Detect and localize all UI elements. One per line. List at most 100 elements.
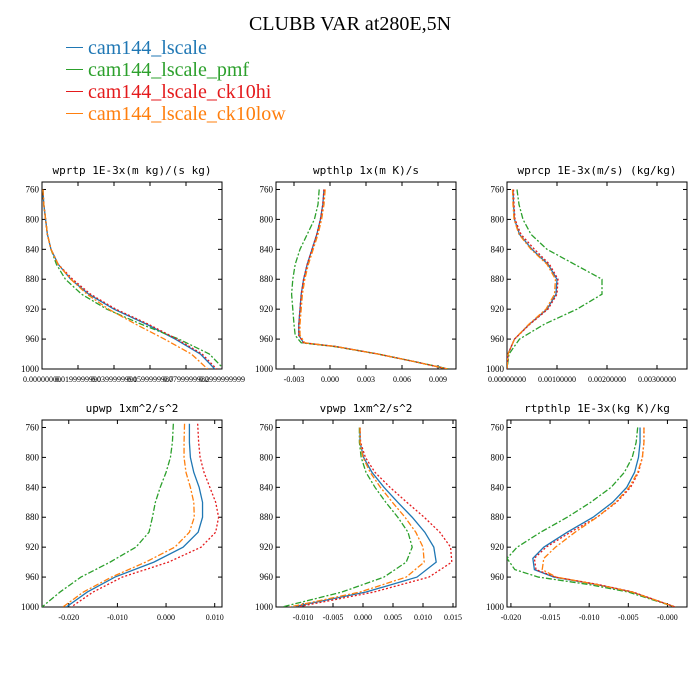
x-tick-label: -0.005: [323, 613, 344, 622]
y-tick-label: 880: [260, 274, 274, 284]
y-tick-label: 920: [260, 542, 274, 552]
x-tick-label: -0.010: [107, 613, 128, 622]
y-tick-label: 1000: [255, 364, 274, 374]
panel-title: rtpthlp 1E-3x(kg K)/kg: [524, 402, 670, 415]
legend-swatch: [66, 68, 83, 70]
y-tick-label: 960: [491, 334, 505, 344]
y-tick-label: 840: [491, 482, 505, 492]
x-tick-label: -0.015: [540, 613, 561, 622]
x-tick-label: -0.005: [618, 613, 639, 622]
y-tick-label: 920: [491, 304, 505, 314]
legend-swatch: [66, 112, 83, 114]
legend-swatch: [66, 46, 83, 48]
series-line: [507, 189, 559, 369]
x-tick-label: 0.005: [384, 613, 402, 622]
chart-panel: wprtp 1E-3x(m kg)/(s kg) 760 800 840 880 920 9…: [21, 164, 245, 384]
y-tick-label: 760: [260, 184, 274, 194]
y-tick-label: 880: [26, 512, 40, 522]
y-tick-label: 920: [26, 542, 40, 552]
x-tick-label: 0.009: [429, 375, 447, 384]
series-line: [507, 189, 558, 369]
x-tick-label: 0.00000000: [23, 375, 61, 384]
legend-label: cam144_lscale_ck10hi: [88, 81, 272, 103]
series-line: [290, 189, 449, 369]
x-tick-label: -0.003: [284, 375, 305, 384]
x-tick-label: 0.010: [206, 613, 224, 622]
x-tick-label: -0.020: [501, 613, 522, 622]
series-line: [292, 427, 437, 607]
x-tick-label: -0.000: [657, 613, 678, 622]
x-tick-label: 0.0199999990: [55, 375, 101, 384]
series-line: [62, 423, 195, 607]
x-tick-label: -0.020: [58, 613, 79, 622]
x-tick-label: 0.00100000: [538, 375, 576, 384]
y-tick-label: 760: [260, 422, 274, 432]
legend-swatch: [66, 90, 83, 92]
x-tick-label: 0.0999999999: [199, 375, 245, 384]
x-tick-label: 0.006: [393, 375, 411, 384]
series-line: [42, 189, 222, 369]
y-tick-label: 1000: [255, 602, 274, 612]
series-line: [42, 189, 209, 369]
y-tick-label: 760: [26, 422, 40, 432]
y-tick-label: 880: [491, 274, 505, 284]
series-line: [65, 423, 204, 607]
series-line: [298, 189, 448, 369]
y-tick-label: 760: [491, 422, 505, 432]
legend-label: cam144_lscale_pmf: [88, 59, 250, 81]
series-line: [299, 189, 448, 369]
x-tick-label: 0.015: [444, 613, 462, 622]
series-line: [42, 189, 218, 369]
y-tick-label: 760: [26, 184, 40, 194]
x-tick-label: 0.00000000: [488, 375, 526, 384]
y-tick-label: 960: [26, 572, 40, 582]
y-tick-label: 760: [491, 184, 505, 194]
series-line: [507, 189, 557, 369]
chart-panel: wprcp 1E-3x(m/s) (kg/kg) 760 800 840 880 920 9…: [486, 164, 688, 384]
legend-item-cam144-lscale-pmf: cam144_lscale_pmf: [66, 59, 286, 81]
figure-title: CLUBB VAR at280E,5N: [248, 13, 452, 35]
panel-title: wpthlp 1x(m K)/s: [313, 164, 419, 177]
series-line: [289, 427, 425, 607]
y-tick-label: 800: [26, 214, 40, 224]
x-tick-label: 0.003: [357, 375, 375, 384]
y-tick-label: 840: [491, 244, 505, 254]
legend-label: cam144_lscale_ck10low: [88, 103, 286, 125]
y-tick-label: 840: [26, 244, 40, 254]
legend-item-cam144-lscale-ck10low: cam144_lscale_ck10low: [66, 103, 286, 125]
legend-item-cam144-lscale: cam144_lscale: [66, 37, 286, 59]
x-tick-label: 0.000: [157, 613, 175, 622]
y-tick-label: 840: [26, 482, 40, 492]
y-tick-label: 920: [260, 304, 274, 314]
series-line: [42, 423, 174, 607]
x-tick-label: 0.0599999987: [127, 375, 173, 384]
x-tick-label: -0.010: [579, 613, 600, 622]
series-line: [70, 423, 220, 607]
y-tick-label: 880: [26, 274, 40, 284]
y-tick-label: 800: [260, 452, 274, 462]
chart-panel: upwp 1xm^2/s^2 760 800 840 880 920 960 1000 -0.0…: [21, 402, 224, 622]
series-line: [42, 189, 216, 369]
legend-label: cam144_lscale: [88, 37, 207, 59]
y-tick-label: 960: [491, 572, 505, 582]
series-line: [296, 427, 453, 607]
y-tick-label: 800: [491, 214, 505, 224]
chart-panel: wpthlp 1x(m K)/s 760 800 840 880 920 960 1000 -0…: [255, 164, 457, 384]
y-tick-label: 840: [260, 244, 274, 254]
y-tick-label: 920: [26, 304, 40, 314]
panel-title: wprcp 1E-3x(m/s) (kg/kg): [518, 164, 677, 177]
legend-item-cam144-lscale-ck10hi: cam144_lscale_ck10hi: [66, 81, 286, 103]
panel-title: wprtp 1E-3x(m kg)/(s kg): [53, 164, 212, 177]
y-tick-label: 880: [491, 512, 505, 522]
y-tick-label: 1000: [21, 364, 40, 374]
series-line: [507, 189, 603, 369]
x-tick-label: 0.00300000: [638, 375, 676, 384]
x-tick-label: 0.00200000: [588, 375, 626, 384]
panel-title: vpwp 1xm^2/s^2: [320, 402, 413, 415]
plot-frame: [506, 181, 688, 370]
y-tick-label: 960: [26, 334, 40, 344]
plot-frame: [506, 419, 688, 608]
x-tick-label: 0.010: [414, 613, 432, 622]
y-tick-label: 960: [260, 334, 274, 344]
